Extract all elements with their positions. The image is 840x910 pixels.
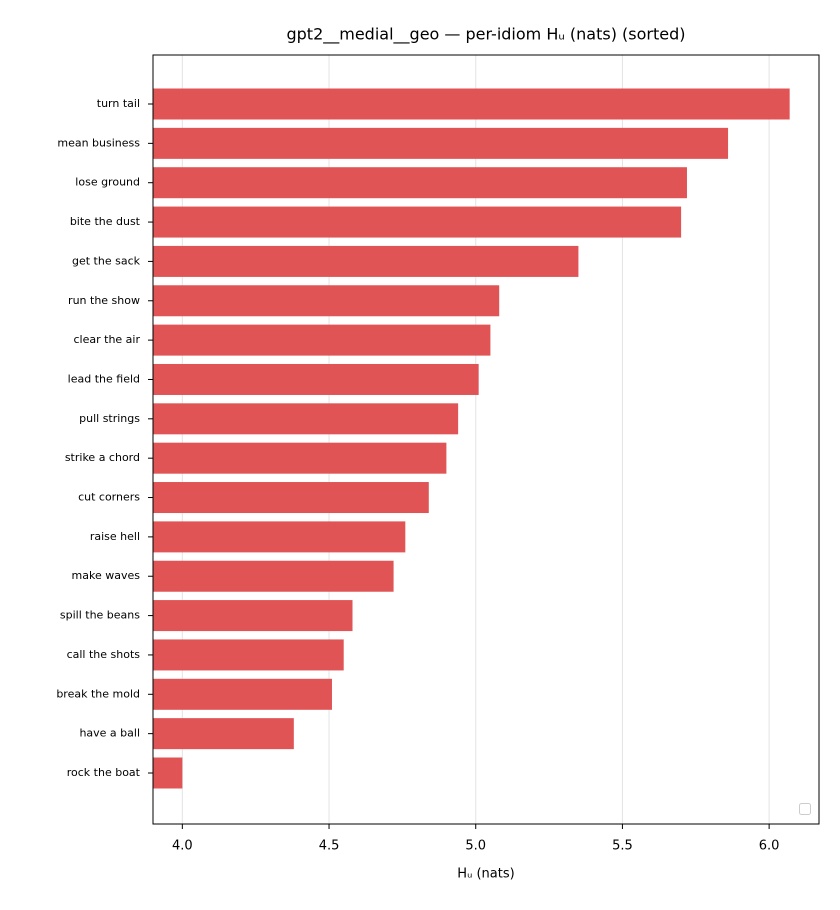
y-tick-label: lose ground: [75, 176, 140, 189]
axes-frame: [152, 54, 820, 825]
y-tick-label: run the show: [68, 294, 140, 307]
y-tick-label: clear the air: [74, 333, 141, 346]
y-tick-label: rock the boat: [67, 766, 141, 779]
y-tick-label: raise hell: [90, 530, 140, 543]
x-tick-label: 5.5: [612, 839, 633, 854]
x-tick-label: 4.5: [319, 839, 340, 854]
y-tick-label: mean business: [57, 136, 140, 149]
y-tick-label: lead the field: [68, 372, 140, 385]
x-tick-label: 4.0: [172, 839, 193, 854]
bar: [153, 718, 294, 750]
y-tick-label: strike a chord: [65, 451, 140, 464]
bar: [153, 88, 790, 120]
chart-title: gpt2__medial__geo — per-idiom Hᵤ (nats) …: [286, 25, 685, 45]
bar: [153, 639, 344, 671]
bar: [153, 678, 332, 710]
y-tick-label: pull strings: [79, 412, 140, 425]
y-tick-label: have a ball: [79, 727, 140, 740]
x-axis-label: Hᵤ (nats): [457, 867, 514, 882]
plot-area: 4.0 4.5 5.0 5.5 6.0 turn tail mean business los…: [56, 55, 790, 854]
bar: [153, 600, 353, 632]
bar: [153, 127, 729, 159]
y-tick-label: bite the dust: [70, 215, 141, 228]
x-tick-label: 5.0: [465, 839, 486, 854]
bar: [153, 245, 579, 277]
y-tick-label: make waves: [72, 569, 141, 582]
y-tick-label: break the mold: [56, 687, 140, 700]
bar: [153, 285, 500, 317]
y-tick-label: cut corners: [78, 491, 140, 504]
bar: [153, 757, 183, 789]
y-tick-label: turn tail: [97, 97, 140, 110]
bar: [153, 442, 447, 474]
bar: [153, 482, 429, 514]
bar: [153, 560, 394, 592]
y-tick-label: spill the beans: [60, 609, 140, 622]
bar: [153, 206, 682, 238]
y-tick-label: call the shots: [67, 648, 141, 661]
bar: [153, 521, 406, 553]
bar: [153, 167, 687, 199]
bar: [153, 363, 479, 395]
legend-box: [799, 803, 811, 815]
bar: [153, 403, 459, 435]
y-tick-label: get the sack: [72, 254, 141, 267]
bar: [153, 324, 491, 356]
x-tick-label: 6.0: [759, 839, 780, 854]
